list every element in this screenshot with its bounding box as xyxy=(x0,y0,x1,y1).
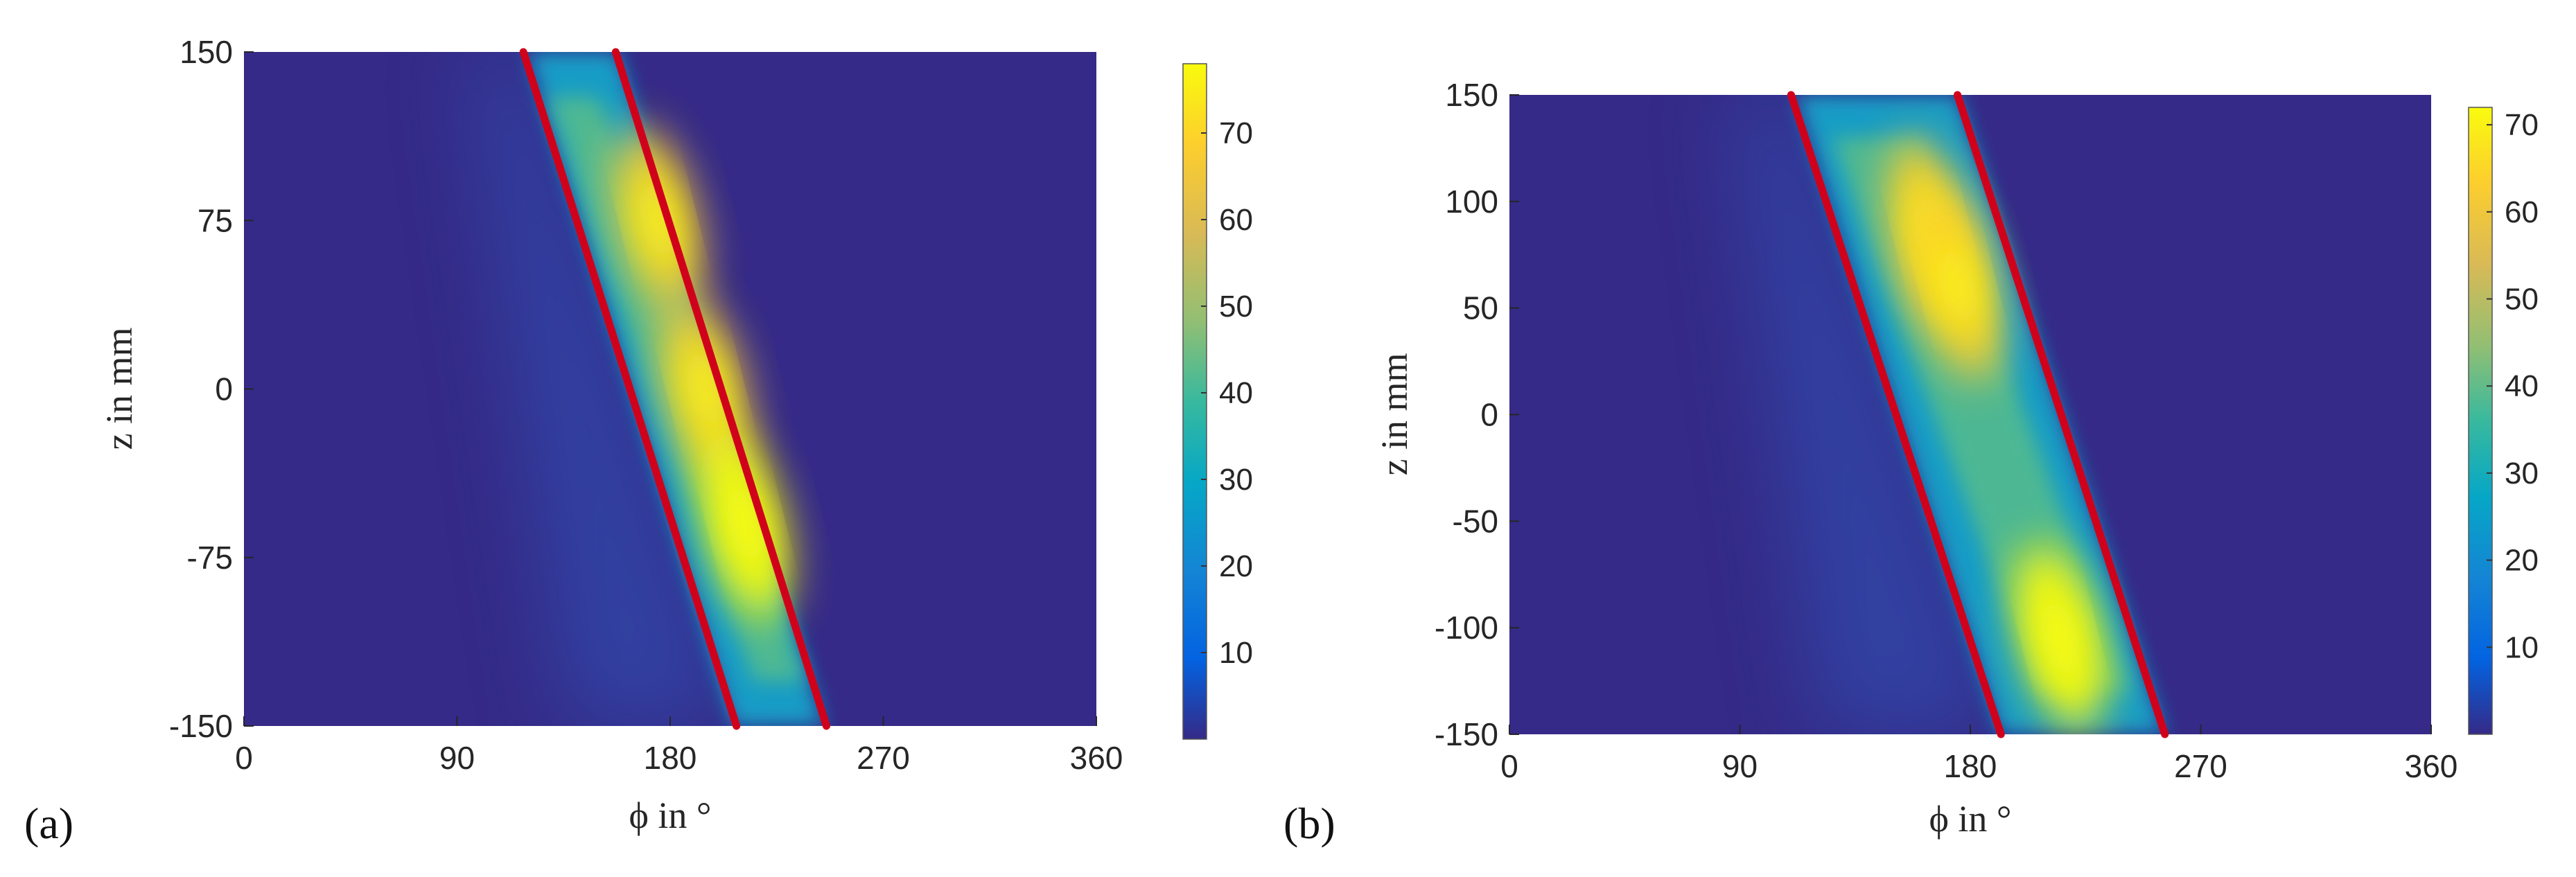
x-tick-label: 360 xyxy=(2405,748,2458,784)
colorbar-tick-label: 50 xyxy=(1219,290,1253,324)
colorbar-tick-label: 60 xyxy=(2505,195,2539,229)
x-tick-label: 180 xyxy=(1944,748,1997,784)
colorbar-b: 10 20 30 40 50 60 70 xyxy=(2468,107,2539,735)
y-tick-label: 75 xyxy=(198,202,233,238)
y-tick-label: 150 xyxy=(179,34,233,70)
y-tick-label: 150 xyxy=(1445,77,1498,113)
boundary-line-b-0 xyxy=(1787,91,2005,738)
colorbar-tick-label: 50 xyxy=(2505,283,2539,317)
heatmap-halo-a xyxy=(468,52,735,726)
y-tick-label: -150 xyxy=(169,708,233,744)
heatmap-chart-a: 0 90 180 270 360 150 75 0 -75 -150 ϕ in ° z in m… xyxy=(24,34,1253,848)
colorbar-tick-label: 10 xyxy=(2505,630,2539,664)
y-tick-label: 0 xyxy=(1480,397,1498,433)
y-tick-label: 0 xyxy=(215,371,233,407)
y-axis-label-b: z in mm xyxy=(1374,353,1415,476)
boundary-line-b-1 xyxy=(1954,91,2169,738)
x-axis-label-b: ϕ in ° xyxy=(1929,798,2011,840)
x-tick-label: 0 xyxy=(235,740,253,776)
heatmap-chart-b: 0 90 180 270 360 150 100 50 0 -50 -100 -150 ϕ in °… xyxy=(1283,77,2539,848)
colorbar-tick-label: 70 xyxy=(1219,116,1253,150)
colorbar-tick-label: 10 xyxy=(1219,636,1253,670)
y-tick-label: -75 xyxy=(187,540,233,576)
y-tick-label: 100 xyxy=(1445,184,1498,220)
colorbar-tick-label: 40 xyxy=(2505,369,2539,403)
y-tick-label: -100 xyxy=(1435,610,1498,646)
x-tick-label: 90 xyxy=(439,740,475,776)
panel-label-b: (b) xyxy=(1283,799,1335,848)
heatmap-hotspot-core-b-1 xyxy=(1935,239,1980,335)
heatmap-halo-b xyxy=(1732,95,2001,734)
colorbar-tick-label: 60 xyxy=(1219,203,1253,237)
boundary-line-a-0 xyxy=(519,48,741,730)
heatmap-hotspot-core-b-2 xyxy=(2038,591,2083,686)
y-tick-label: 50 xyxy=(1463,290,1498,326)
colorbar-tick-label: 70 xyxy=(2505,108,2539,142)
y-tick-label: -150 xyxy=(1435,716,1498,752)
x-axis-label-a: ϕ in ° xyxy=(629,795,711,836)
y-tick-label: -50 xyxy=(1453,503,1498,539)
colorbar-tick-label: 20 xyxy=(1219,549,1253,583)
heatmap-field-b xyxy=(1732,95,2165,734)
colorbar-tick-label: 30 xyxy=(2505,457,2539,490)
colorbar-gradient-a xyxy=(1182,63,1207,740)
x-tick-label: 180 xyxy=(644,740,697,776)
x-tick-label: 270 xyxy=(2174,748,2227,784)
colorbar-tick-label: 40 xyxy=(1219,376,1253,410)
x-tick-label: 360 xyxy=(1070,740,1123,776)
colorbar-gradient-b xyxy=(2468,107,2493,735)
panel-label-a: (a) xyxy=(24,799,73,848)
boundary-line-a-1 xyxy=(611,48,830,730)
heatmap-hotspot-core-a-0 xyxy=(636,172,681,268)
x-tick-label: 90 xyxy=(1722,748,1758,784)
colorbar-tick-label: 30 xyxy=(1219,463,1253,497)
colorbar-a: 10 20 30 40 50 60 70 xyxy=(1182,63,1253,740)
x-tick-label: 0 xyxy=(1500,748,1518,784)
y-axis-label-a: z in mm xyxy=(98,328,140,450)
heatmap-field-a xyxy=(468,52,825,726)
colorbar-tick-label: 20 xyxy=(2505,544,2539,578)
x-tick-label: 270 xyxy=(857,740,910,776)
